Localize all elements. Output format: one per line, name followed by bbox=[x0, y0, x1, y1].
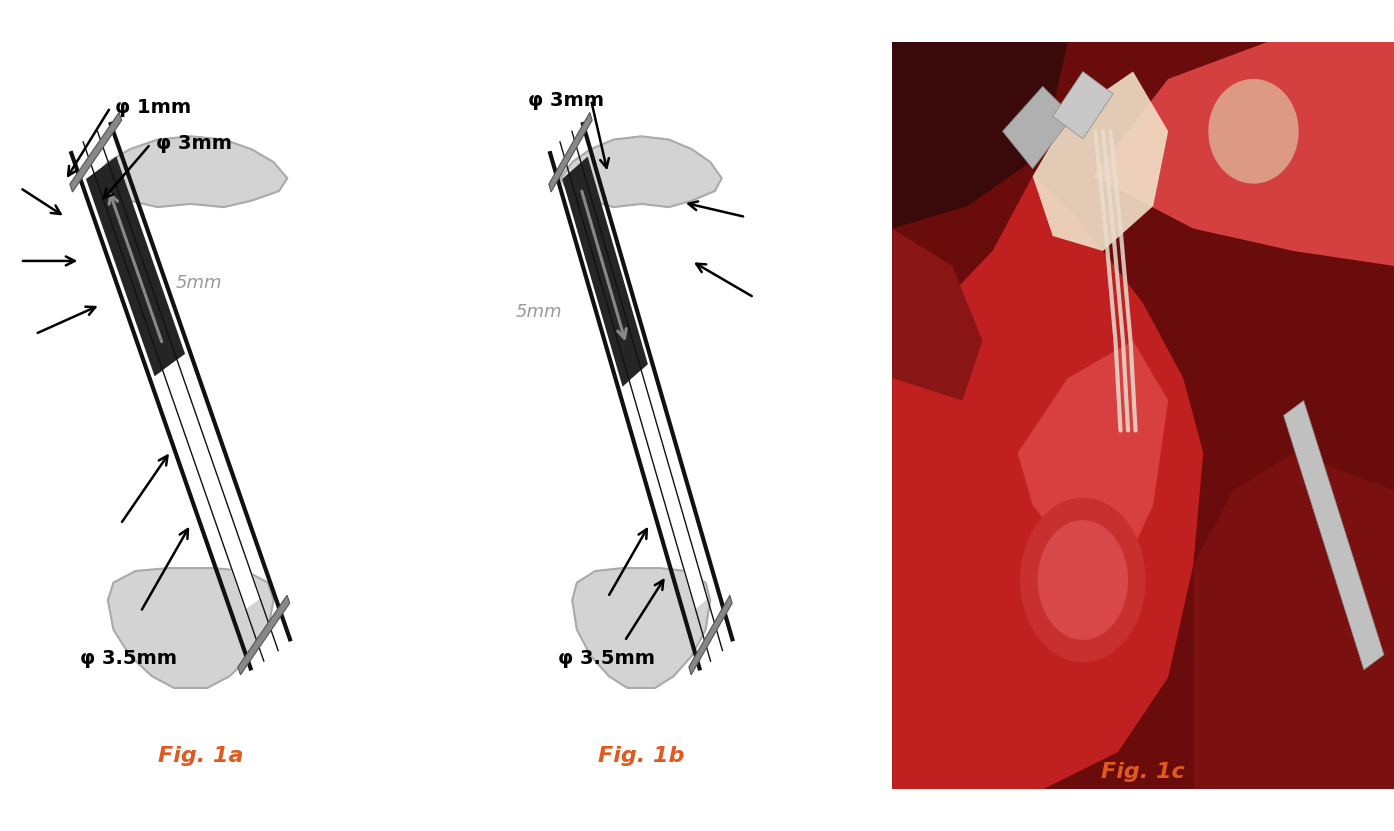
Text: 5mm: 5mm bbox=[176, 274, 222, 292]
Polygon shape bbox=[1052, 71, 1112, 139]
Polygon shape bbox=[562, 156, 648, 386]
Polygon shape bbox=[689, 595, 732, 675]
Polygon shape bbox=[86, 156, 185, 376]
Polygon shape bbox=[560, 136, 722, 207]
Text: φ 3.5mm: φ 3.5mm bbox=[558, 648, 655, 667]
Text: φ 3mm: φ 3mm bbox=[156, 135, 231, 154]
Text: 5mm: 5mm bbox=[516, 303, 562, 321]
Polygon shape bbox=[549, 112, 592, 192]
Text: φ 3mm: φ 3mm bbox=[528, 91, 605, 110]
Ellipse shape bbox=[1037, 520, 1128, 640]
Text: Fig. 1a: Fig. 1a bbox=[158, 745, 244, 765]
Polygon shape bbox=[1033, 71, 1168, 251]
Text: φ 3.5mm: φ 3.5mm bbox=[81, 648, 177, 667]
Polygon shape bbox=[95, 136, 287, 207]
Polygon shape bbox=[107, 568, 273, 688]
Polygon shape bbox=[629, 370, 708, 610]
Polygon shape bbox=[162, 359, 261, 610]
Polygon shape bbox=[1284, 401, 1384, 670]
Polygon shape bbox=[70, 112, 121, 192]
Polygon shape bbox=[1018, 341, 1168, 580]
Polygon shape bbox=[892, 42, 1394, 789]
Text: Fig. 1b: Fig. 1b bbox=[598, 745, 684, 765]
Ellipse shape bbox=[1209, 79, 1299, 184]
Polygon shape bbox=[1193, 453, 1394, 789]
Text: φ 1mm: φ 1mm bbox=[116, 98, 191, 117]
Text: Fig. 1c: Fig. 1c bbox=[1101, 762, 1185, 782]
Ellipse shape bbox=[1020, 498, 1146, 662]
Polygon shape bbox=[1093, 42, 1394, 266]
Polygon shape bbox=[573, 568, 711, 688]
Polygon shape bbox=[892, 229, 983, 401]
Polygon shape bbox=[238, 595, 290, 675]
Polygon shape bbox=[892, 176, 1203, 789]
Polygon shape bbox=[1002, 86, 1073, 169]
Polygon shape bbox=[892, 42, 1068, 229]
